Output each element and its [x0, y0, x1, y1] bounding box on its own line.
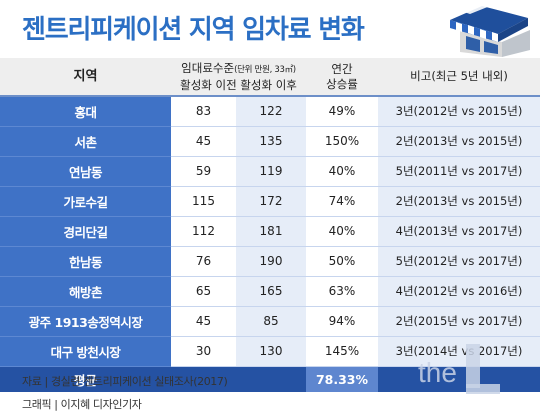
source-note: 자료 | 경실련 젠트리피케이션 실태조사(2017)	[22, 375, 228, 388]
row-note: 3년(2014년 vs 2017년)	[378, 336, 540, 367]
row-growth: 145%	[306, 336, 378, 367]
row-growth: 94%	[306, 306, 378, 337]
row-before: 112	[171, 216, 236, 247]
row-growth: 74%	[306, 186, 378, 217]
row-growth: 40%	[306, 156, 378, 187]
row-after: 119	[236, 156, 306, 187]
row-note: 2년(2013년 vs 2015년)	[378, 186, 540, 217]
row-note: 3년(2012년 vs 2015년)	[378, 96, 540, 127]
row-note: 2년(2013년 vs 2015년)	[378, 126, 540, 157]
credit-note: 그래픽 | 이지혜 디자인기자	[22, 398, 142, 411]
row-region: 대구 방천시장	[0, 336, 171, 367]
row-region: 연남동	[0, 156, 171, 187]
row-note: 2년(2015년 vs 2017년)	[378, 306, 540, 337]
row-before: 65	[171, 276, 236, 307]
row-before: 59	[171, 156, 236, 187]
header-note: 비고(최근 5년 내외)	[378, 58, 540, 97]
row-growth: 49%	[306, 96, 378, 127]
row-after: 165	[236, 276, 306, 307]
row-after: 181	[236, 216, 306, 247]
row-growth: 40%	[306, 216, 378, 247]
table-row: 대구 방천시장 30 130 145% 3년(2014년 vs 2017년)	[0, 336, 540, 367]
table-row: 연남동 59 119 40% 5년(2011년 vs 2017년)	[0, 156, 540, 187]
page-title: 젠트리피케이션 지역 임차료 변화	[22, 15, 365, 45]
row-growth: 50%	[306, 246, 378, 277]
row-region: 홍대	[0, 96, 171, 127]
header-after: 활성화 이후	[240, 77, 297, 92]
table-row: 홍대 83 122 49% 3년(2012년 vs 2015년)	[0, 96, 540, 127]
row-region: 서촌	[0, 126, 171, 157]
table-row: 가로수길 115 172 74% 2년(2013년 vs 2015년)	[0, 186, 540, 217]
header-before: 활성화 이전	[180, 77, 237, 92]
row-after: 122	[236, 96, 306, 127]
header-growth-line2: 상승률	[326, 76, 358, 91]
header-growth-line1: 연간	[331, 61, 353, 76]
table-row: 해방촌 65 165 63% 4년(2012년 vs 2016년)	[0, 276, 540, 307]
row-region: 가로수길	[0, 186, 171, 217]
header-rent: 임대료수준(단위 만원, 33㎡) 활성화 이전 활성화 이후	[171, 58, 306, 97]
header-rent-main: 임대료수준	[181, 60, 235, 75]
table-row: 서촌 45 135 150% 2년(2013년 vs 2015년)	[0, 126, 540, 157]
average-value: 78.33%	[306, 366, 378, 392]
header-growth: 연간 상승률	[306, 58, 378, 97]
row-growth: 150%	[306, 126, 378, 157]
average-label: 평균	[73, 372, 97, 388]
row-note: 4년(2013년 vs 2017년)	[378, 216, 540, 247]
row-before: 45	[171, 306, 236, 337]
row-region: 경리단길	[0, 216, 171, 247]
average-row: 평균 78.33%	[0, 366, 540, 392]
row-before: 45	[171, 126, 236, 157]
row-before: 76	[171, 246, 236, 277]
table-row: 경리단길 112 181 40% 4년(2013년 vs 2017년)	[0, 216, 540, 247]
logo-text: the	[418, 357, 457, 388]
row-region: 광주 1913송정역시장	[0, 306, 171, 337]
row-region: 한남동	[0, 246, 171, 277]
row-region: 해방촌	[0, 276, 171, 307]
header-rent-unit: (단위 만원, 33㎡)	[234, 64, 296, 75]
row-before: 30	[171, 336, 236, 367]
storefront-icon	[450, 2, 530, 57]
table-header-row: 지역 임대료수준(단위 만원, 33㎡) 활성화 이전 활성화 이후 연간 상승…	[0, 58, 540, 97]
rent-table: 지역 임대료수준(단위 만원, 33㎡) 활성화 이전 활성화 이후 연간 상승…	[0, 58, 540, 392]
row-before: 83	[171, 96, 236, 127]
row-after: 135	[236, 126, 306, 157]
table-row: 한남동 76 190 50% 5년(2012년 vs 2017년)	[0, 246, 540, 277]
row-note: 4년(2012년 vs 2016년)	[378, 276, 540, 307]
row-growth: 63%	[306, 276, 378, 307]
row-after: 85	[236, 306, 306, 337]
row-after: 172	[236, 186, 306, 217]
table-row: 광주 1913송정역시장 45 85 94% 2년(2015년 vs 2017년…	[0, 306, 540, 337]
row-after: 130	[236, 336, 306, 367]
row-before: 115	[171, 186, 236, 217]
row-after: 190	[236, 246, 306, 277]
row-note: 5년(2012년 vs 2017년)	[378, 246, 540, 277]
header-region: 지역	[0, 58, 171, 97]
the-l-logo-icon: the	[418, 344, 500, 394]
row-note: 5년(2011년 vs 2017년)	[378, 156, 540, 187]
average-empty-2	[236, 366, 306, 392]
